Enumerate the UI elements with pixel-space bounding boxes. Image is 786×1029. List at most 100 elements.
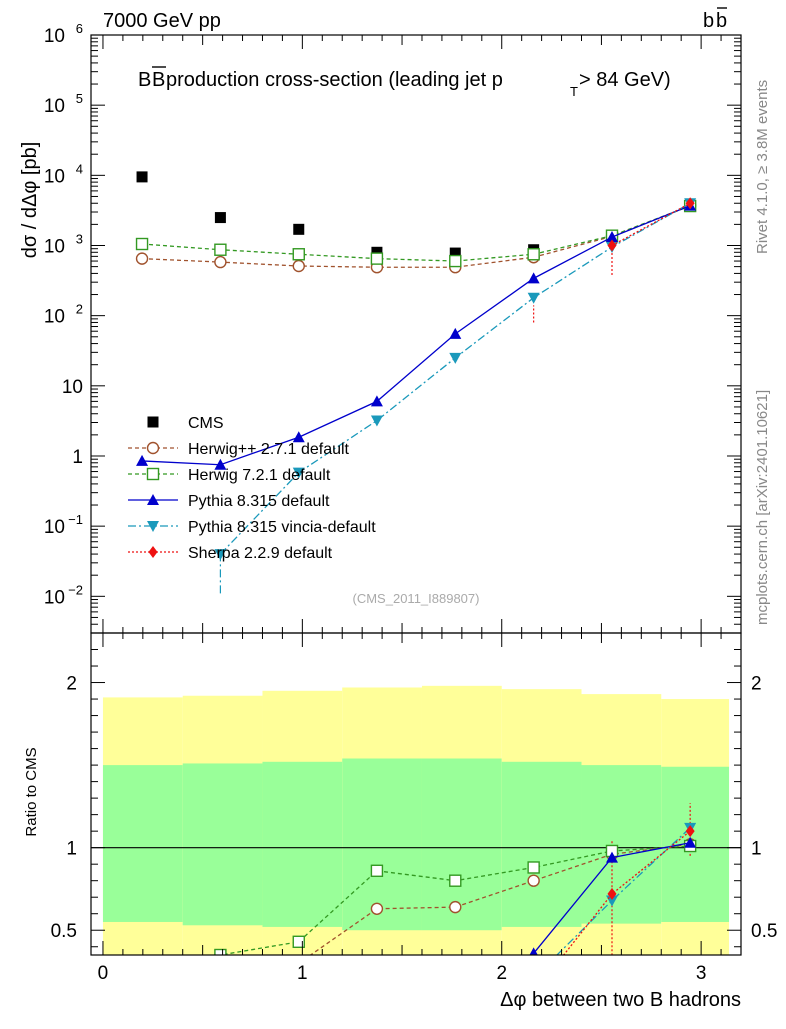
x-tick-label: 3: [696, 963, 707, 984]
data-point: [449, 254, 462, 268]
ratio-y-tick-label-right: 0.5: [751, 921, 777, 942]
data-point: [214, 255, 227, 269]
ratio-y-tick-label: 0.5: [51, 921, 77, 942]
green-band: [421, 758, 502, 931]
ratio-point: [214, 948, 227, 955]
title-tail: > 84 GeV): [579, 69, 671, 91]
x-tick-label: 2: [496, 963, 507, 984]
ratio-line: [562, 830, 691, 955]
ratio-point: [605, 851, 618, 863]
title-subscript: T: [570, 84, 578, 99]
title-b2: B: [152, 69, 165, 91]
ratio-y-tick-label: 2: [66, 674, 77, 695]
legend-entry: Herwig 7.2.1 default: [128, 467, 331, 484]
data-point: [449, 247, 461, 259]
y-tick-label: 10: [44, 96, 65, 117]
y-tick-label: 10: [44, 26, 65, 47]
y-tick-label: 10: [44, 236, 65, 257]
y-tick-label: 10: [44, 307, 65, 328]
legend-entry: Pythia 8.315 default: [128, 493, 330, 510]
legend-marker: [147, 521, 159, 532]
legend-marker: [147, 494, 159, 505]
y-tick-label: 10: [44, 587, 65, 608]
series-sherpa-2-2-9-default: [607, 197, 695, 252]
data-point: [292, 248, 305, 261]
data-point: [214, 549, 227, 561]
ratio-sherpa-2-2-9-default: [562, 825, 695, 955]
ratio-point: [684, 836, 697, 848]
green-band: [501, 761, 582, 927]
series-line: [142, 205, 691, 268]
y-tick-exponent: 4: [76, 161, 83, 176]
green-band: [581, 765, 662, 924]
legend-label: CMS: [188, 415, 224, 432]
ratio-panel: 0.5 0.5 1 1 2 2 0 1 2 3 Ratio to CMS Δφ between t…: [23, 632, 777, 1011]
mcplots-source-label: mcplots.cern.ch [arXiv:2401.10621]: [754, 390, 771, 625]
ratio-point: [527, 874, 540, 887]
title-b1: B: [138, 69, 151, 91]
header-right-bbar: b: [716, 10, 727, 32]
green-band: [342, 758, 422, 931]
data-point: [527, 292, 540, 304]
data-point: [135, 252, 149, 265]
data-point: [370, 252, 384, 265]
ratio-axis-ticks: 0.5 0.5 1 1 2 2 0 1 2 3: [51, 633, 777, 984]
ratio-point: [449, 900, 462, 914]
data-point: [135, 237, 149, 251]
ratio-y-tick-label-right: 1: [751, 839, 762, 860]
data-point: [136, 171, 148, 183]
legend-entry: Sherpa 2.2.9 default: [128, 545, 333, 562]
legend-marker: [146, 441, 160, 455]
data-point: [370, 415, 383, 427]
data-point: [293, 223, 305, 235]
legend-label: Herwig++ 2.7.1 default: [188, 441, 350, 458]
main-title: B B production cross-section (leading je…: [138, 66, 671, 99]
ratio-pythia-8-315-default: [529, 836, 697, 955]
ratio-line: [218, 845, 691, 955]
header-left: 7000 GeV pp: [103, 10, 221, 32]
y-tick-exponent: 3: [76, 231, 83, 246]
ratio-point: [370, 864, 384, 877]
legend-entry: Herwig++ 2.7.1 default: [128, 441, 350, 458]
data-point: [607, 239, 617, 252]
ratio-y-tick-label-right: 2: [751, 674, 762, 695]
legend-label: Pythia 8.315 vincia-default: [188, 519, 376, 536]
x-axis-label: Δφ between two B hadrons: [500, 989, 741, 1011]
ratio-point: [607, 887, 617, 900]
analysis-id-watermark: (CMS_2011_I889807): [353, 591, 480, 606]
legend-marker: [146, 467, 160, 481]
ratio-line: [529, 842, 691, 955]
data-point: [605, 231, 618, 243]
legend-marker: [147, 416, 159, 428]
ratio-line: [309, 843, 691, 955]
data-point: [527, 272, 540, 284]
header-right-b: b: [703, 10, 714, 32]
legend-marker: [148, 546, 158, 558]
series-pythia-8-315-default: [136, 199, 697, 470]
ratio-series-layer: [214, 803, 697, 955]
data-point: [292, 431, 305, 443]
y-tick-exponent: −2: [68, 582, 83, 597]
data-point: [292, 467, 305, 479]
data-point: [292, 259, 305, 273]
y-tick-exponent: 2: [76, 302, 83, 317]
data-point: [449, 352, 462, 364]
y-tick-label: 10: [44, 517, 65, 538]
data-point: [214, 458, 227, 470]
header-right: b b: [703, 7, 727, 32]
x-tick-label: 0: [98, 963, 109, 984]
ratio-y-tick-label: 1: [66, 839, 77, 860]
data-point: [685, 197, 695, 210]
main-frame: [90, 34, 742, 634]
ratio-frame: [90, 632, 742, 956]
rivet-version-label: Rivet 4.1.0, ≥ 3.8M events: [754, 80, 771, 254]
legend-label: Herwig 7.2.1 default: [188, 467, 331, 484]
x-tick-label: 1: [297, 963, 308, 984]
legend-label: Pythia 8.315 default: [188, 493, 330, 510]
y-tick-exponent: 5: [76, 91, 83, 106]
data-point: [449, 327, 462, 339]
title-text: production cross-section (leading jet p: [166, 69, 503, 91]
main-ylabel: dσ / dΔφ [pb]: [19, 142, 41, 259]
